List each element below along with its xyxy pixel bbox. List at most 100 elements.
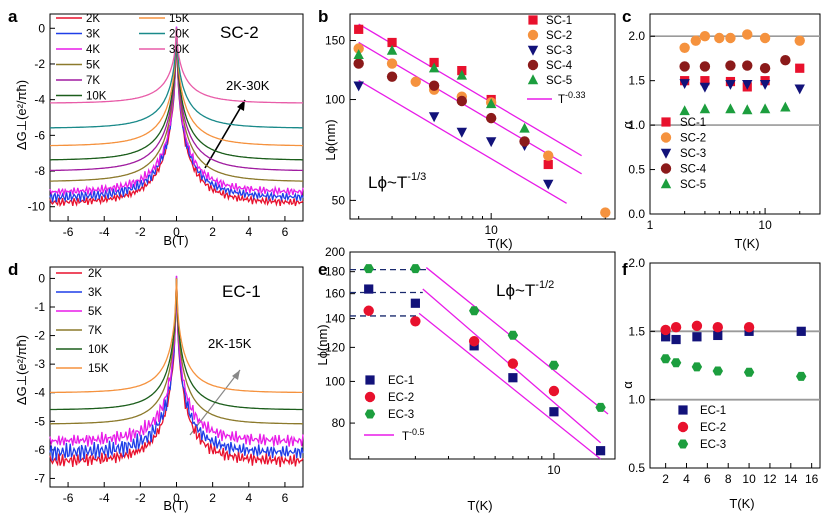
panel-b-legend-marker-SC-1 bbox=[528, 15, 538, 25]
panel-d-ylabel: ΔG⊥(e²/πħ) bbox=[14, 335, 29, 405]
panel-e-point-EC-1 bbox=[549, 407, 559, 417]
panel-e-point-EC-2 bbox=[507, 358, 519, 369]
panel-e-point-EC-2 bbox=[410, 316, 421, 327]
panel-b-legend-marker-SC-3 bbox=[527, 45, 539, 56]
panel-e-legend-label-EC-3: EC-3 bbox=[388, 409, 414, 421]
panel-c-xlabel: T(K) bbox=[734, 236, 759, 251]
panel-b-point-SC-1 bbox=[387, 37, 397, 48]
panel-b-point-SC-3 bbox=[428, 112, 440, 123]
panel-a-arrowhead bbox=[237, 100, 245, 111]
panel-f-legend-marker-EC-3 bbox=[677, 439, 689, 449]
panel-f-axis-labels: T(K) α bbox=[620, 381, 755, 511]
panel-c-point-SC-2 bbox=[794, 35, 805, 46]
panel-c-legend-marker-SC-5 bbox=[660, 178, 672, 189]
panel-c-legend-marker-SC-3 bbox=[660, 148, 672, 159]
panel-a-ytick-label: -4 bbox=[34, 93, 45, 107]
panel-b-legend-marker-SC-5 bbox=[527, 74, 539, 85]
panel-f-point-EC-3 bbox=[712, 366, 723, 376]
panel-f-point-EC-2 bbox=[743, 322, 755, 333]
panel-a-ytick-label: -10 bbox=[28, 200, 46, 214]
panel-c-legend-label-SC-4: SC-4 bbox=[680, 164, 707, 176]
panel-e-legend-marker-EC-3 bbox=[364, 409, 376, 419]
panel-a-ylabel: ΔG⊥(e²/πħ) bbox=[14, 80, 29, 150]
panel-f-ylabel: α bbox=[620, 381, 635, 389]
panel-e-ytick-label: 140 bbox=[325, 312, 345, 326]
panel-e-ylabel: Lϕ(nm) bbox=[315, 324, 330, 365]
panel-c-point-SC-4 bbox=[699, 61, 711, 72]
panel-e-point-EC-3 bbox=[548, 360, 560, 370]
panel-f-legend-marker-EC-1 bbox=[678, 405, 688, 415]
panel-b-legend-marker-SC-2 bbox=[527, 29, 539, 41]
panel-b-point-SC-5 bbox=[519, 122, 530, 133]
panel-c-legend-label-SC-5: SC-5 bbox=[680, 179, 706, 191]
panel-e-ytick-label: 160 bbox=[325, 287, 345, 301]
panel-c-point-SC-3 bbox=[725, 80, 736, 90]
panel-f-point-EC-1 bbox=[661, 332, 671, 342]
panel-c-legend-marker-SC-1 bbox=[661, 117, 671, 127]
panel-b-point-SC-4 bbox=[456, 95, 468, 107]
panel-b-legend-fit-label: T-0.33 bbox=[558, 90, 586, 106]
panel-a-legend-label-15K: 15K bbox=[169, 13, 190, 25]
panel-a-legend-label-3K: 3K bbox=[86, 29, 100, 41]
panel-f-xtick-label: 16 bbox=[805, 472, 819, 486]
panel-d-ytick-label: -3 bbox=[34, 357, 45, 371]
panel-b-xtick-label: 10 bbox=[484, 223, 498, 237]
panel-f-point-EC-1 bbox=[713, 330, 723, 341]
panel-c-point-SC-4 bbox=[742, 60, 753, 71]
panel-e-frame bbox=[349, 251, 616, 460]
panel-d-xtick-label: -4 bbox=[99, 491, 110, 505]
panel-f-xtick-label: 8 bbox=[725, 472, 732, 486]
panel-f-point-EC-1 bbox=[671, 334, 681, 345]
panel-b-point-SC-1 bbox=[429, 57, 439, 68]
panel-a-ytick-label: -6 bbox=[34, 128, 45, 142]
panel-d-ytick-label: 0 bbox=[38, 271, 45, 285]
panel-a-xtick-label: -4 bbox=[99, 225, 110, 239]
panel-d-xtick-label: 0 bbox=[173, 491, 180, 505]
panel-a-arrow-label: 2K-30K bbox=[226, 78, 270, 93]
plots-layer: -6 -4 -2 0 2 4 60-2-4-6-8-102K3K4K5K7K10K15K20… bbox=[28, 13, 820, 505]
panel-b-point-SC-1 bbox=[543, 159, 553, 170]
panel-f-legend-label-EC-2: EC-2 bbox=[700, 422, 726, 434]
panel-e-point-EC-3 bbox=[410, 264, 421, 274]
panel-e-point-EC-1 bbox=[508, 373, 518, 383]
panel-e-point-EC-3 bbox=[507, 330, 519, 340]
panel-b-point-SC-5 bbox=[485, 98, 497, 109]
panel-e-legend-label-EC-1: EC-1 bbox=[388, 375, 414, 387]
panel-f-xlabel: T(K) bbox=[729, 496, 754, 511]
panel-d-legend-label-10K: 10K bbox=[88, 344, 109, 356]
panel-e-legend-fit-label: T-0.5 bbox=[402, 427, 425, 443]
panel-d-sample-label: EC-1 bbox=[222, 282, 261, 301]
panel-f-point-EC-2 bbox=[670, 322, 682, 333]
panel-b-ytick-label: 100 bbox=[325, 93, 345, 107]
panel-f-xtick-label: 6 bbox=[704, 472, 711, 486]
panel-f-point-EC-3 bbox=[691, 362, 703, 372]
panel-b-legend-label-SC-1: SC-1 bbox=[546, 15, 572, 27]
panel-d-curve-15K bbox=[50, 278, 303, 394]
panel-f-xtick-label: 4 bbox=[683, 472, 690, 486]
panel-f-point-EC-3 bbox=[670, 358, 682, 368]
panel-a-legend-label-2K: 2K bbox=[86, 13, 100, 25]
panel-b-ytick-label: 50 bbox=[332, 193, 346, 207]
panel-f-point-EC-1 bbox=[796, 326, 806, 336]
panel-c-point-SC-5 bbox=[679, 105, 690, 116]
panel-b-point-SC-2 bbox=[600, 207, 611, 218]
panel-f-ytick-label: 1.0 bbox=[628, 393, 645, 407]
panel-c-point-SC-2 bbox=[742, 29, 753, 40]
panel-f-ytick-label: 0.5 bbox=[628, 461, 645, 475]
panel-c-point-SC-5 bbox=[780, 101, 791, 112]
panel-d-ytick-label: -6 bbox=[34, 443, 45, 457]
panel-c-axis-labels: T(K) α bbox=[620, 121, 760, 251]
panel-a-legend-label-30K: 30K bbox=[169, 44, 190, 56]
panel-f-point-EC-3 bbox=[660, 354, 671, 364]
panel-a-curve-30K bbox=[50, 28, 303, 104]
panel-c-point-SC-5 bbox=[699, 103, 711, 114]
panel-f-point-EC-2 bbox=[660, 324, 671, 336]
panel-c-point-SC-4 bbox=[725, 60, 736, 71]
panel-f-point-EC-3 bbox=[743, 367, 755, 377]
panel-c-point-SC-2 bbox=[759, 32, 771, 44]
panel-c-point-SC-4 bbox=[759, 63, 771, 74]
panel-b-point-SC-3 bbox=[353, 81, 364, 92]
panel-c-frame bbox=[649, 13, 821, 215]
panel-b-point-SC-4 bbox=[386, 71, 398, 82]
panel-d-xtick-label: 2 bbox=[209, 491, 216, 505]
